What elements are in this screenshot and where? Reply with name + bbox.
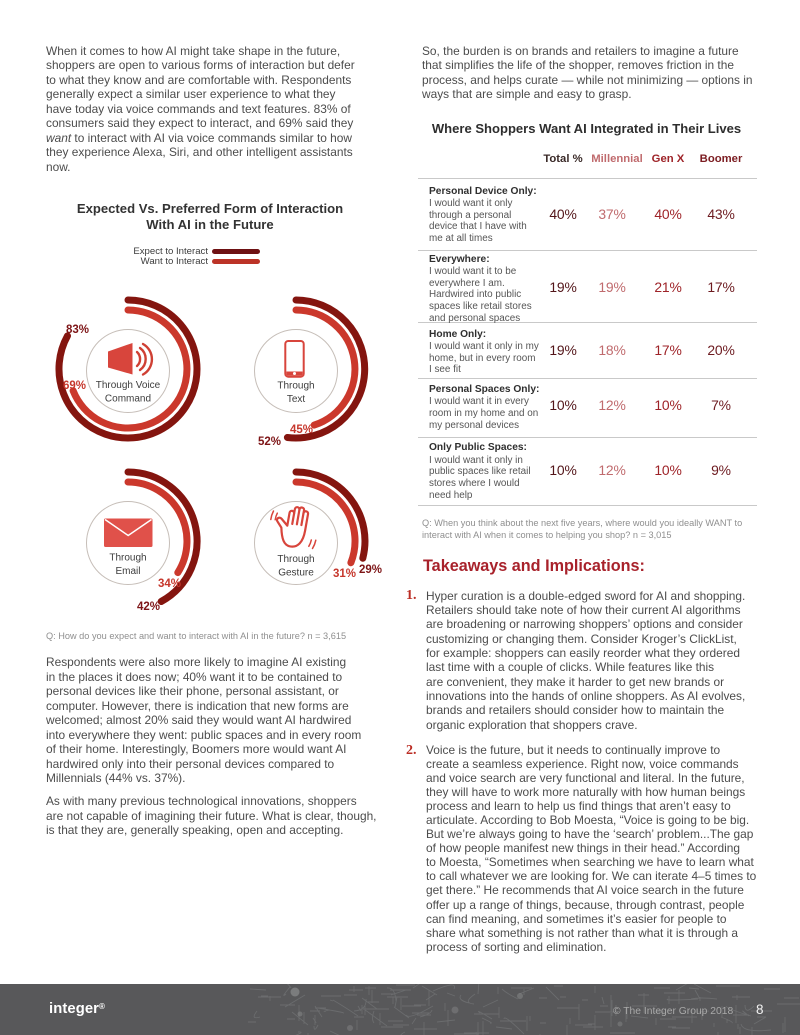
svg-text:Gesture: Gesture — [278, 567, 314, 578]
svg-text:Text: Text — [287, 394, 306, 405]
svg-text:Through: Through — [109, 552, 146, 563]
svg-text:Email: Email — [115, 566, 140, 577]
svg-text:Through: Through — [277, 554, 314, 565]
svg-text:Through Voice: Through Voice — [96, 380, 161, 391]
svg-text:Command: Command — [105, 394, 151, 405]
svg-text:Through: Through — [277, 380, 314, 391]
